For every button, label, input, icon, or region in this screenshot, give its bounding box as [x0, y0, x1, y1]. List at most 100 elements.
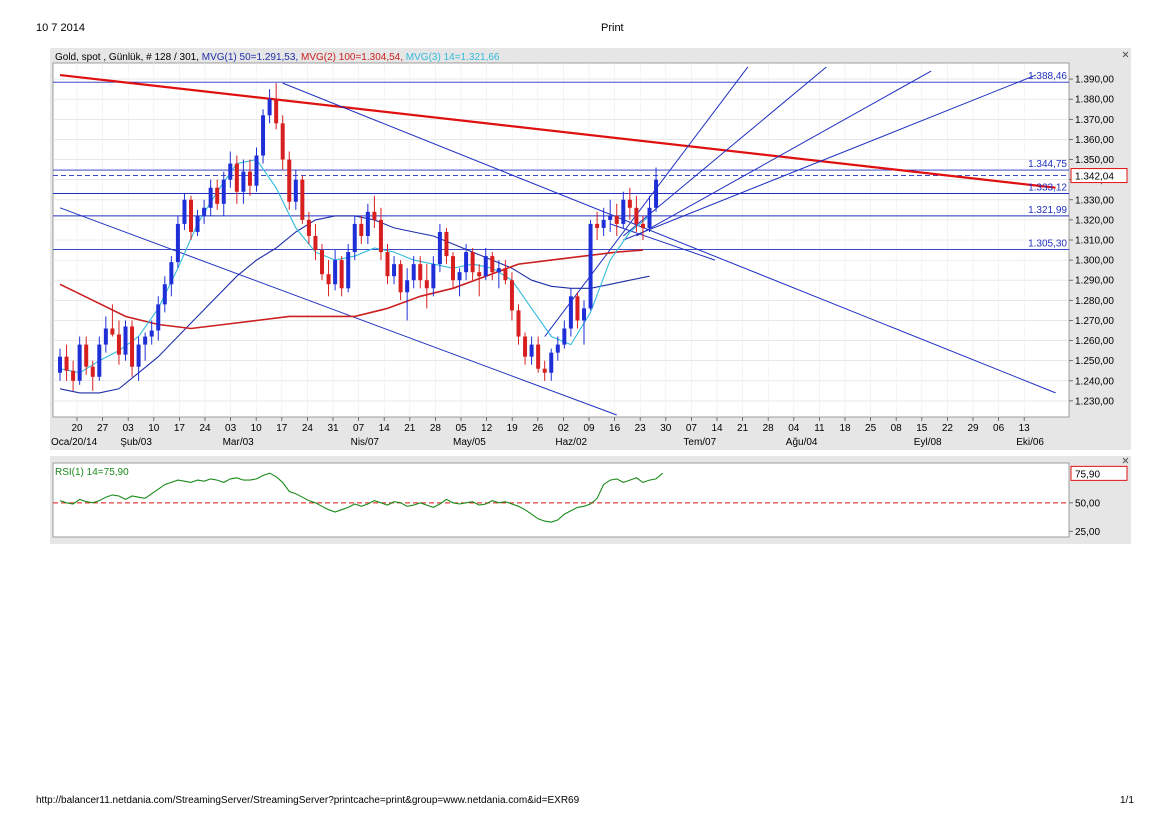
page-number: 1/1 [1120, 795, 1134, 806]
x-tick-label: 02 [558, 423, 570, 434]
candle-up [568, 296, 573, 329]
candle-up [333, 260, 338, 285]
y-tick-label: 1.390,00 [1075, 75, 1114, 86]
candle-down [320, 250, 324, 275]
candle-down [418, 264, 423, 281]
candle-down [306, 219, 311, 236]
x-tick-label: 17 [276, 423, 288, 434]
candle-up [588, 223, 593, 309]
rsi-tick-label: 50,00 [1075, 498, 1100, 509]
labels-layer: 1.230,00 1.240,00 1.250,00 1.260,00 1.270,00… [51, 71, 1128, 448]
candle-down [424, 280, 429, 289]
legend-instrument: Gold, spot , Günlük, # 128 / 301, [55, 52, 202, 63]
x-tick-label: 09 [583, 423, 595, 434]
candle-up [97, 344, 102, 377]
fan-line-4 [623, 74, 1037, 241]
candle-down [71, 370, 76, 381]
candle-up [77, 344, 82, 381]
x-tick-label: 21 [404, 423, 416, 434]
candle-down [130, 326, 135, 367]
candle-down [398, 264, 403, 293]
candle-up [392, 264, 397, 277]
candle-up [156, 304, 161, 331]
y-tick-label: 1.310,00 [1075, 236, 1114, 247]
y-tick-label: 1.250,00 [1075, 356, 1114, 367]
candle-up [431, 264, 436, 289]
candle-up [352, 223, 357, 253]
fan-line-1 [544, 66, 749, 337]
candle-down [542, 368, 547, 373]
x-tick-label: 08 [891, 423, 903, 434]
candle-up [221, 179, 226, 204]
x-month-label: Şub/03 [120, 437, 152, 448]
candle-up [496, 268, 501, 273]
y-tick-label: 1.240,00 [1075, 376, 1114, 387]
x-tick-label: 06 [993, 423, 1005, 434]
candle-up [123, 326, 128, 355]
x-tick-label: 14 [379, 423, 391, 434]
x-tick-label: 29 [967, 423, 979, 434]
print-title: Print [601, 22, 624, 34]
candle-down [189, 199, 193, 232]
legend-mvg3: MVG(3) 14=1.321,66 [406, 52, 500, 63]
candle-down [234, 163, 239, 192]
y-tick-label: 1.380,00 [1075, 95, 1114, 106]
x-tick-label: 11 [814, 423, 825, 434]
candle-down [477, 272, 482, 277]
candle-down [372, 211, 377, 220]
rsi-current-label: 75,90 [1075, 469, 1100, 480]
candle-down [523, 336, 528, 357]
close-icon[interactable] [1122, 51, 1129, 58]
candle-up [464, 252, 469, 273]
x-tick-label: 24 [199, 423, 211, 434]
candle-down [634, 207, 639, 224]
rsi-line [59, 472, 663, 523]
channel-link-line [610, 223, 716, 261]
rsi-title: RSI(1) 14=75,90 [55, 467, 129, 478]
candle-up [267, 99, 272, 116]
x-tick-label: 10 [148, 423, 160, 434]
x-tick-label: 07 [686, 423, 698, 434]
candle-up [405, 280, 410, 293]
candle-down [575, 296, 580, 321]
candle-down [470, 252, 475, 273]
candle-up [58, 356, 62, 373]
candle-up [162, 284, 167, 305]
candle-down [359, 223, 364, 236]
x-month-label: May/05 [453, 437, 486, 448]
candle-up [621, 199, 626, 224]
x-tick-label: 18 [839, 423, 851, 434]
x-tick-label: 04 [788, 423, 800, 434]
close-icon[interactable] [1122, 457, 1129, 464]
y-tick-label: 1.360,00 [1075, 135, 1114, 146]
x-month-label: Nis/07 [351, 437, 380, 448]
candle-down [110, 328, 115, 335]
candle-down [280, 123, 285, 160]
candle-up [608, 215, 613, 220]
y-tick-label: 1.270,00 [1075, 316, 1114, 327]
candle-up [169, 262, 174, 285]
candle-down [378, 219, 383, 253]
candle-up [143, 336, 148, 345]
x-tick-label: 17 [174, 423, 186, 434]
candle-down [640, 223, 645, 228]
candle-up [346, 252, 351, 289]
x-month-label: Haz/02 [555, 437, 587, 448]
candle-up [411, 264, 416, 281]
print-date: 10 7 2014 [36, 22, 85, 34]
candle-down [509, 280, 514, 311]
y-tick-label: 1.370,00 [1075, 115, 1114, 126]
y-tick-label: 1.350,00 [1075, 155, 1114, 166]
x-tick-label: 28 [430, 423, 442, 434]
level-label: 1.333,12 [1028, 182, 1067, 193]
candle-down [516, 310, 521, 337]
candle-down [300, 179, 305, 220]
candle-up [175, 223, 180, 263]
x-tick-label: 24 [302, 423, 314, 434]
rsi-tick-label: 25,00 [1075, 527, 1100, 538]
candle-down [326, 274, 331, 285]
y-tick-label: 1.260,00 [1075, 336, 1114, 347]
level-label: 1.344,75 [1028, 159, 1067, 170]
x-tick-label: 31 [327, 423, 339, 434]
